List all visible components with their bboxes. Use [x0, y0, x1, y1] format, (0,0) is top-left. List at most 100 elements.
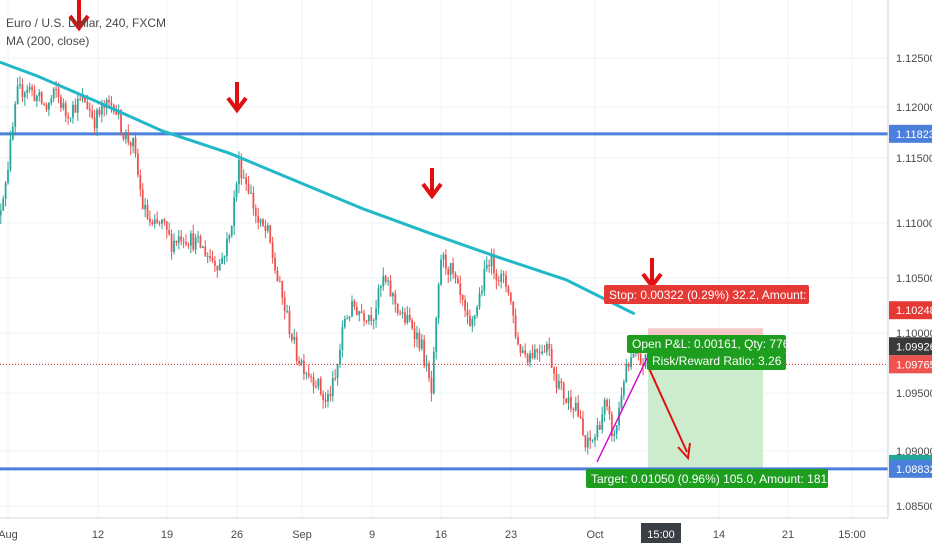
candle-body[interactable] [206, 256, 209, 258]
candle-body[interactable] [529, 353, 531, 363]
candle-body[interactable] [151, 222, 154, 224]
symbol-title[interactable]: Euro / U.S. Dollar, 240, FXCM [6, 16, 167, 30]
candle-body[interactable] [558, 381, 560, 389]
candle-body[interactable] [538, 352, 541, 354]
candle-body[interactable] [0, 210, 2, 216]
candle-body[interactable] [392, 293, 394, 297]
candle-body[interactable] [622, 382, 625, 396]
candle-body[interactable] [363, 313, 365, 321]
candle-body[interactable] [288, 311, 291, 334]
candle-body[interactable] [310, 376, 313, 378]
candle-body[interactable] [324, 399, 327, 402]
candle-body[interactable] [471, 319, 474, 326]
candle-body[interactable] [204, 246, 207, 257]
candle-body[interactable] [110, 102, 113, 105]
candle-body[interactable] [262, 219, 264, 226]
candle-body[interactable] [420, 339, 423, 349]
candle-body[interactable] [64, 103, 67, 117]
candle-body[interactable] [375, 308, 377, 320]
candle-body[interactable] [452, 263, 454, 274]
candle-body[interactable] [26, 89, 29, 93]
candle-body[interactable] [226, 238, 228, 257]
candle-body[interactable] [637, 352, 640, 355]
candle-body[interactable] [488, 264, 491, 267]
candle-body[interactable] [211, 258, 214, 261]
candle-body[interactable] [466, 310, 469, 316]
candle-body[interactable] [601, 414, 604, 430]
candle-body[interactable] [589, 437, 592, 441]
candle-body[interactable] [276, 270, 279, 282]
candle-body[interactable] [165, 221, 168, 230]
candle-body[interactable] [440, 259, 442, 285]
candle-body[interactable] [194, 237, 197, 250]
candle-body[interactable] [567, 397, 570, 403]
candle-body[interactable] [197, 236, 199, 238]
candle-body[interactable] [408, 314, 411, 321]
candle-body[interactable] [365, 320, 368, 322]
candle-body[interactable] [591, 440, 594, 442]
candle-body[interactable] [478, 293, 481, 308]
candle-body[interactable] [346, 318, 349, 320]
candle-body[interactable] [372, 319, 375, 321]
candle-body[interactable] [67, 116, 70, 119]
candle-body[interactable] [307, 373, 310, 377]
candle-body[interactable] [399, 312, 402, 314]
candle-body[interactable] [639, 354, 642, 364]
candle-body[interactable] [545, 344, 548, 352]
candle-body[interactable] [240, 159, 243, 179]
candle-body[interactable] [223, 256, 226, 258]
candle-body[interactable] [33, 89, 36, 102]
candle-body[interactable] [481, 290, 483, 294]
candle-body[interactable] [124, 132, 127, 140]
candle-body[interactable] [290, 333, 293, 340]
candle-body[interactable] [608, 406, 611, 415]
candle-body[interactable] [327, 393, 329, 402]
candle-body[interactable] [437, 284, 440, 319]
candle-body[interactable] [476, 307, 479, 316]
candle-body[interactable] [572, 408, 575, 411]
candle-body[interactable] [134, 137, 137, 154]
candle-body[interactable] [625, 363, 628, 383]
price-label-box[interactable] [889, 459, 932, 478]
candle-body[interactable] [269, 225, 272, 243]
candle-body[interactable] [47, 102, 50, 110]
candle-body[interactable] [100, 105, 103, 115]
candle-body[interactable] [406, 314, 409, 323]
candle-body[interactable] [271, 242, 274, 258]
candle-body[interactable] [351, 301, 353, 317]
candle-body[interactable] [430, 378, 433, 394]
candle-body[interactable] [627, 363, 630, 368]
candle-body[interactable] [553, 367, 556, 374]
candle-body[interactable] [613, 433, 616, 436]
candle-body[interactable] [274, 257, 276, 271]
candle-body[interactable] [19, 84, 21, 86]
candle-body[interactable] [69, 117, 72, 119]
candle-body[interactable] [505, 275, 507, 287]
candle-body[interactable] [84, 96, 86, 103]
candle-body[interactable] [358, 311, 361, 315]
candle-body[interactable] [379, 286, 382, 289]
candle-body[interactable] [473, 315, 476, 320]
candle-body[interactable] [4, 182, 7, 199]
candle-body[interactable] [322, 393, 325, 400]
price-label-box[interactable] [889, 355, 932, 374]
candle-body[interactable] [303, 360, 305, 375]
candle-body[interactable] [360, 311, 363, 314]
target-zone[interactable] [648, 364, 763, 482]
candle-body[interactable] [495, 273, 498, 281]
candle-body[interactable] [596, 425, 599, 438]
candle-body[interactable] [182, 241, 185, 243]
candle-body[interactable] [428, 363, 430, 379]
candle-body[interactable] [137, 153, 139, 176]
candle-body[interactable] [115, 111, 118, 115]
candle-body[interactable] [293, 336, 296, 340]
candle-body[interactable] [213, 260, 216, 266]
candle-body[interactable] [103, 105, 106, 109]
candle-body[interactable] [9, 139, 12, 170]
candle-body[interactable] [343, 318, 346, 328]
candle-body[interactable] [497, 280, 500, 282]
candle-body[interactable] [129, 142, 132, 147]
candle-body[interactable] [264, 225, 267, 231]
candle-body[interactable] [153, 219, 156, 224]
candle-body[interactable] [23, 92, 26, 97]
